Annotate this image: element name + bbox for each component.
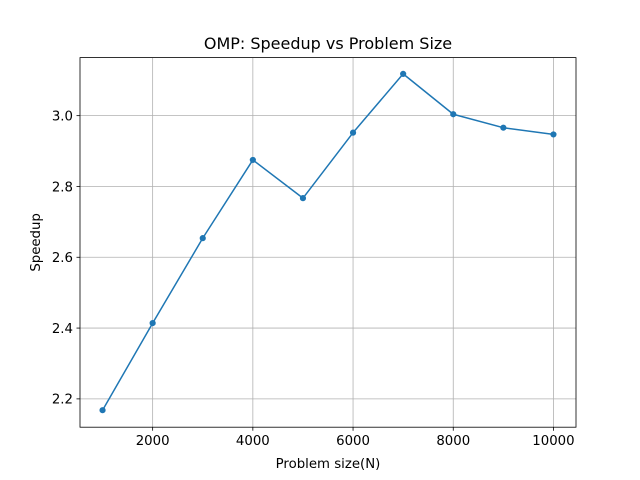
data-point: [349, 129, 357, 136]
x-axis-label: Problem size(N): [276, 457, 381, 472]
data-point: [400, 70, 407, 77]
y-tick-label: 2.4: [52, 322, 73, 337]
data-point: [450, 111, 457, 118]
data-point: [149, 320, 156, 327]
data-point: [500, 124, 507, 131]
series-layer: [99, 70, 557, 414]
x-axis-ticks: 2000 4000 6000 8000 10000: [136, 427, 575, 449]
x-tick-label: 2000: [136, 434, 170, 449]
grid-lines: [80, 57, 576, 428]
data-point: [99, 407, 106, 414]
x-tick-label: 10000: [532, 434, 574, 449]
y-tick-label: 2.8: [52, 180, 73, 195]
y-tick-label: 3.0: [52, 109, 73, 124]
data-point: [199, 235, 206, 242]
y-axis-ticks: 2.2 2.4 2.6 2.8 3.0: [52, 109, 80, 408]
y-axis-label: Speedup: [29, 213, 44, 272]
y-tick-label: 2.6: [52, 251, 73, 266]
data-point: [550, 131, 557, 138]
plot-frame: [79, 57, 577, 428]
data-point: [249, 156, 256, 164]
y-tick-label: 2.2: [52, 393, 73, 408]
x-tick-label: 6000: [336, 434, 370, 449]
data-point: [299, 195, 307, 202]
x-tick-label: 4000: [236, 434, 270, 449]
x-tick-label: 8000: [436, 434, 470, 449]
chart-title: OMP: Speedup vs Problem Size: [204, 34, 452, 53]
speedup-series-line: [101, 73, 555, 412]
